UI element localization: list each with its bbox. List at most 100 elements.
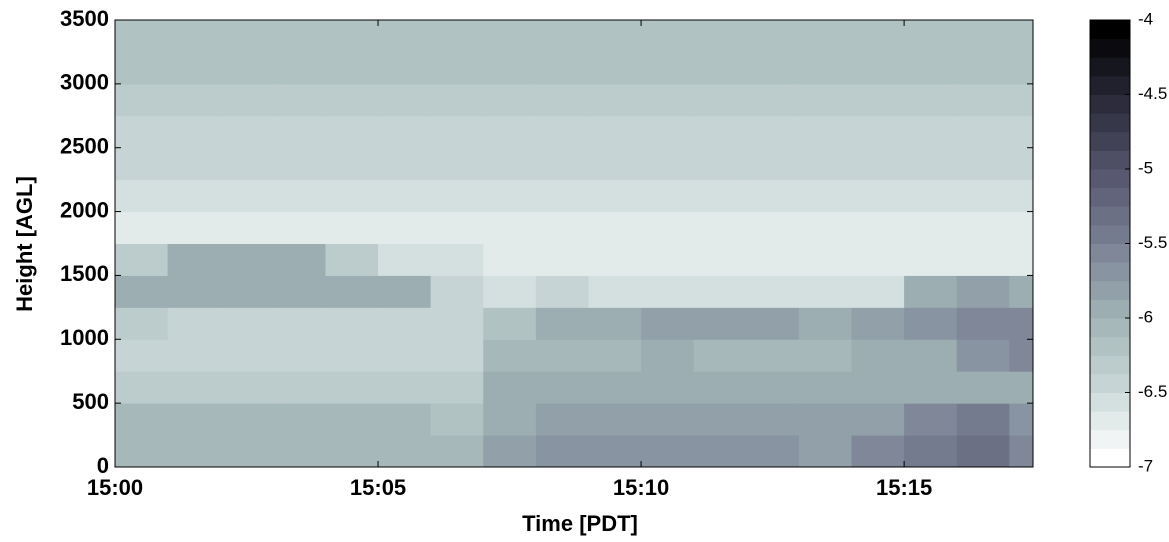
heat-cell: [746, 435, 800, 468]
colorbar-step: [1090, 113, 1130, 133]
heat-cell: [693, 115, 747, 149]
heat-cell: [904, 307, 958, 340]
heat-cell: [851, 51, 905, 85]
heat-cell: [904, 83, 958, 117]
colorbar-step: [1090, 299, 1130, 319]
heat-cell: [1009, 83, 1034, 117]
heat-cell: [535, 371, 589, 404]
heat-cell: [904, 147, 958, 181]
heat-cell: [1009, 115, 1034, 149]
heat-cell: [588, 20, 642, 53]
heat-cell: [746, 243, 800, 276]
heat-cell: [430, 211, 484, 244]
heat-cell: [798, 371, 853, 404]
heat-cell: [798, 403, 853, 436]
heat-cell: [167, 275, 221, 308]
colorbar-step: [1090, 57, 1130, 77]
y-tick-label: 2500: [60, 134, 109, 159]
heat-cell: [167, 307, 221, 340]
heat-cell: [167, 51, 221, 85]
heat-cell: [851, 20, 905, 53]
heat-cell: [956, 435, 1010, 468]
heat-cell: [851, 339, 905, 372]
heat-cell: [430, 339, 484, 372]
colorbar-tick-label: -6.5: [1138, 382, 1167, 401]
heat-cell: [798, 275, 853, 308]
x-tick-label: 15:10: [613, 475, 669, 500]
heat-cell: [1009, 147, 1034, 181]
heat-cell: [535, 403, 589, 436]
heat-cell: [641, 83, 695, 117]
heat-cell: [588, 115, 642, 149]
colorbar-tick-label: -7: [1138, 456, 1153, 475]
colorbar-step: [1090, 280, 1130, 300]
heat-cell: [430, 307, 484, 340]
heat-cell: [956, 275, 1010, 308]
colorbar-step: [1090, 20, 1130, 40]
colorbar-step: [1090, 38, 1130, 58]
heat-cell: [378, 371, 432, 404]
colorbar-step: [1090, 224, 1130, 244]
heat-cell: [956, 147, 1010, 181]
colorbar-step: [1090, 75, 1130, 95]
y-axis-label: Height [AGL]: [12, 176, 37, 312]
heat-cell: [798, 307, 853, 340]
heat-cell: [115, 371, 169, 404]
heat-cell: [798, 179, 853, 213]
heat-cell: [272, 243, 326, 276]
heat-cell: [956, 339, 1010, 372]
heat-cell: [483, 243, 537, 276]
heat-cell: [588, 339, 642, 372]
heat-cell: [535, 243, 589, 276]
heat-cell: [1009, 20, 1034, 53]
heat-cell: [115, 179, 169, 213]
heat-cell: [1009, 211, 1034, 244]
heat-cell: [693, 20, 747, 53]
colorbar-step: [1090, 262, 1130, 282]
heat-cell: [1009, 307, 1034, 340]
heat-cell: [325, 403, 379, 436]
heat-cell: [535, 435, 589, 468]
heat-cell: [272, 275, 326, 308]
heat-cell: [851, 147, 905, 181]
x-tick-label: 15:00: [87, 475, 143, 500]
colorbar-tick-label: -4: [1138, 9, 1153, 28]
heat-cell: [378, 307, 432, 340]
heat-cell: [1009, 275, 1034, 308]
colorbar-tick-label: -4.5: [1138, 84, 1167, 103]
heat-cell: [483, 435, 537, 468]
heat-cell: [220, 339, 274, 372]
heat-cell: [641, 179, 695, 213]
heat-cell: [220, 20, 274, 53]
heat-cell: [904, 243, 958, 276]
heat-cell: [588, 435, 642, 468]
heat-cell: [535, 307, 589, 340]
heat-cell: [641, 371, 695, 404]
colorbar-step: [1090, 94, 1130, 114]
heat-cell: [167, 147, 221, 181]
heat-cell: [588, 211, 642, 244]
heat-cell: [535, 275, 589, 308]
heat-cell: [588, 371, 642, 404]
colorbar-step: [1090, 373, 1130, 393]
heat-cell: [746, 20, 800, 53]
heat-cell: [115, 20, 169, 53]
heat-cell: [588, 147, 642, 181]
heat-cell: [115, 83, 169, 117]
heat-cell: [588, 179, 642, 213]
heat-cell: [220, 371, 274, 404]
heat-cell: [325, 307, 379, 340]
heat-cell: [483, 179, 537, 213]
heat-cell: [588, 307, 642, 340]
heat-cell: [378, 275, 432, 308]
heat-cell: [115, 211, 169, 244]
heat-cell: [904, 51, 958, 85]
heat-cell: [693, 275, 747, 308]
heat-cell: [167, 115, 221, 149]
x-axis-label: Time [PDT]: [522, 511, 638, 536]
colorbar-step: [1090, 318, 1130, 338]
heat-cell: [220, 147, 274, 181]
plot-frame: [114, 19, 1034, 468]
colorbar-step: [1090, 187, 1130, 207]
heat-cell: [325, 20, 379, 53]
